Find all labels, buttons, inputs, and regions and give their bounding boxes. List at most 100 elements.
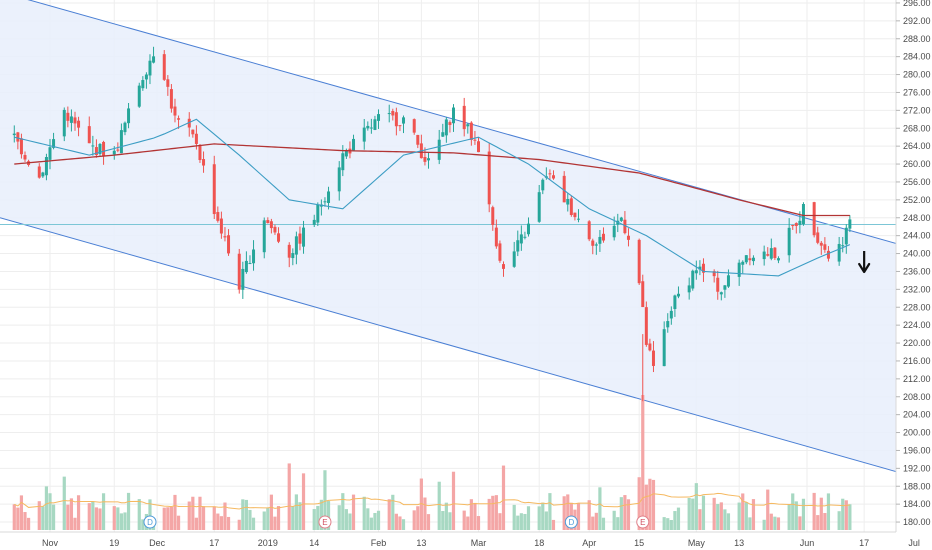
volume-bar [291,506,295,530]
volume-bar [223,502,227,530]
candle-body [394,112,398,127]
down-arrow-icon [858,251,871,274]
volume-bar [623,495,627,530]
volume-bar [441,511,445,530]
price-tick-label: 288.00 [903,34,931,44]
volume-bar [769,513,773,530]
volume-bar [751,499,756,530]
volume-bar [641,395,645,530]
candle-body [69,116,73,123]
volume-bar [791,493,795,530]
price-axis[interactable]: 180.00 184.00 188.00 192.00 196.00 200.00 204.… [895,0,932,550]
candle-body [641,281,645,308]
candle-body [551,175,555,179]
candle-body [623,219,627,234]
volume-bar [787,504,791,530]
volume-bar [351,494,356,530]
volume-bar [69,498,74,530]
candle-body [273,226,277,233]
candle-body [366,125,370,129]
volume-bar [462,510,466,530]
price-tick-label: 236.00 [903,266,931,276]
candle-body [148,60,152,76]
volume-bar [448,512,452,530]
candle-body [776,258,780,261]
time-tick-label: Apr [582,538,596,548]
volume-bar [548,493,552,530]
volume-bar [276,506,281,530]
candle-body [16,132,20,142]
candle-body [701,263,705,273]
candle-body [123,122,127,133]
event-marker-label: D [568,518,574,527]
candle-body [169,89,173,109]
time-tick-label: 13 [416,538,426,548]
time-tick-label: 14 [309,538,319,548]
volume-bar [366,508,370,530]
volume-bar [644,484,648,530]
volume-bar [44,486,49,530]
price-tick-label: 248.00 [903,213,931,223]
volume-bar [673,511,677,530]
time-tick-label: Feb [371,538,387,548]
volume-bar [91,501,95,530]
candle-body [337,167,341,192]
candle-body [519,234,523,244]
candle-body [698,266,702,270]
volume-bar [301,473,306,530]
candle-body [194,133,198,144]
candle-body [794,223,798,226]
candle-body [691,270,695,289]
volume-bar [691,498,695,530]
price-tick-label: 232.00 [903,284,931,294]
volume-bar [187,501,191,530]
candle-body [23,155,27,160]
volume-bar [266,507,270,530]
price-tick-label: 208.00 [903,392,931,402]
volume-bar [387,499,391,530]
volume-bar [491,495,495,530]
candle-body [262,220,266,253]
volume-bar [551,519,556,530]
candle-body [177,118,181,120]
candle-body [223,236,227,238]
channel-lower-trendline[interactable] [0,217,932,483]
candle-body [227,235,231,254]
volume-bar [841,498,845,530]
volume-bar [619,497,623,530]
candle-body [302,227,306,247]
candle-body [452,107,456,124]
candle-body [19,138,23,155]
candle-body [766,254,770,256]
candle-body [37,166,41,178]
candle-body [87,126,91,144]
time-tick-label: Jun [800,538,815,548]
channel-upper-trendline[interactable] [0,0,932,255]
volume-bar [598,487,602,530]
volume-bar [419,478,423,530]
time-tick-label: 17 [209,538,219,548]
price-tick-label: 272.00 [903,105,931,115]
event-marker-label: D [147,518,153,527]
candle-body [52,139,56,148]
price-tick-label: 292.00 [903,16,931,26]
candle-body [291,253,295,259]
candle-body [73,117,77,124]
candle-body [716,277,720,292]
price-tick-label: 216.00 [903,356,931,366]
candle-body [144,74,148,80]
volume-bar [191,496,195,530]
candle-body [362,127,366,142]
volume-bar [248,509,252,530]
candle-body [562,175,566,203]
price-tick-label: 204.00 [903,410,931,420]
volume-bar [169,506,174,530]
time-axis[interactable]: Nov 19 Dec 17 2019 14 Feb 13 Mar 18 Apr 15 May 13 Jun 1… [42,538,920,548]
candle-body [119,130,123,154]
candle-body [812,202,816,236]
volume-bar [119,513,124,530]
candle-body [576,218,580,220]
volume-bar [794,501,798,530]
volume-bar [101,493,106,530]
